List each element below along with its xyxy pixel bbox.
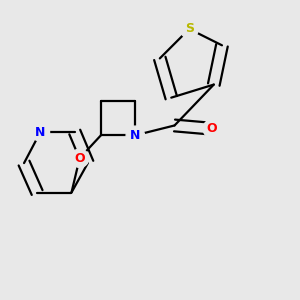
Circle shape	[203, 120, 221, 138]
Text: O: O	[207, 122, 218, 135]
Circle shape	[31, 123, 50, 141]
Circle shape	[180, 20, 198, 38]
Text: N: N	[35, 125, 46, 139]
Text: O: O	[74, 152, 85, 165]
Circle shape	[70, 149, 89, 167]
Circle shape	[126, 126, 144, 144]
Text: S: S	[185, 22, 194, 35]
Text: N: N	[130, 129, 140, 142]
